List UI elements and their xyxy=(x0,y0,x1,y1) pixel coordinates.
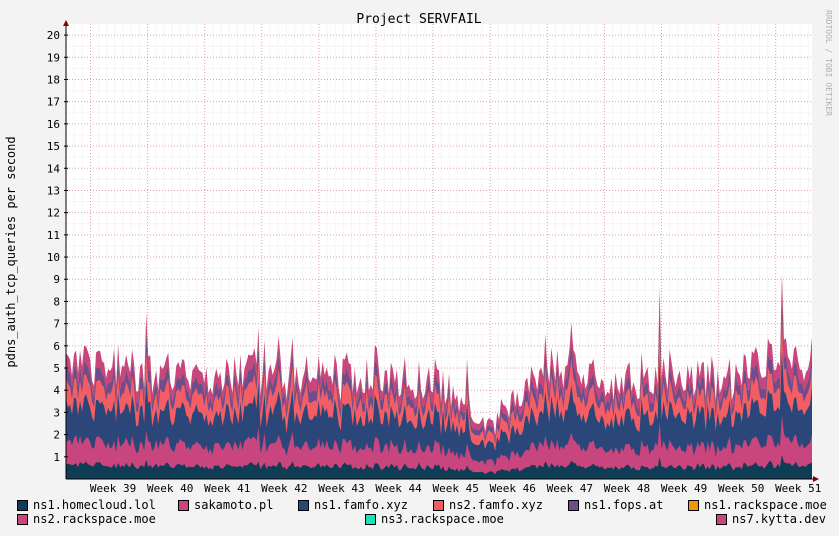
y-tick-label: 5 xyxy=(53,362,60,375)
legend-item: ns1.famfo.xyz xyxy=(298,498,408,512)
y-tick-label: 10 xyxy=(47,251,60,264)
legend-item: ns3.rackspace.moe xyxy=(365,512,504,526)
minor-grid xyxy=(65,24,812,479)
y-tick-label: 11 xyxy=(47,229,60,242)
y-tick-label: 3 xyxy=(53,406,60,419)
legend-label: sakamoto.pl xyxy=(194,498,274,512)
legend-swatch xyxy=(716,513,727,525)
x-axis-arrow xyxy=(813,476,819,482)
area-series-sakamoto-pl xyxy=(66,414,812,479)
x-tick-label: Week 41 xyxy=(204,482,250,495)
legend-item: sakamoto.pl xyxy=(178,498,273,512)
y-axis-label: pdns_auth_tcp_queries per second xyxy=(4,136,18,367)
legend-item: ns2.famfo.xyz xyxy=(433,498,543,512)
x-tick-labels: Week 39 Week 40 Week 41 Week 42 Week 43 Week … xyxy=(90,482,822,495)
y-tick-label: 14 xyxy=(47,162,61,175)
y-tick-label: 19 xyxy=(47,51,60,64)
y-tick-label: 18 xyxy=(47,73,60,86)
y-tick-label: 16 xyxy=(47,118,60,131)
legend-item: ns1.rackspace.moe xyxy=(688,498,827,512)
y-tick-label: 9 xyxy=(53,273,60,286)
legend-swatch xyxy=(365,513,376,525)
legend-swatch xyxy=(433,499,444,511)
y-tick-label: 4 xyxy=(53,384,60,397)
legend-swatch xyxy=(298,499,309,511)
watermark: RRDTOOL / TOBI OETIKER xyxy=(824,10,833,116)
legend-label: ns7.kytta.dev xyxy=(732,512,826,526)
x-tick-label: Week 51 xyxy=(775,482,821,495)
legend-label: ns1.fops.at xyxy=(584,498,664,512)
y-tick-label: 15 xyxy=(47,140,60,153)
y-tick-label: 1 xyxy=(53,451,60,464)
y-tick-label: 8 xyxy=(53,295,60,308)
x-tick-label: Week 47 xyxy=(547,482,593,495)
legend-label: ns1.rackspace.moe xyxy=(704,498,827,512)
x-tick-label: Week 46 xyxy=(490,482,536,495)
x-tick-label: Week 44 xyxy=(375,482,422,495)
y-tick-label: 20 xyxy=(47,29,60,42)
chart-title: Project SERVFAIL xyxy=(356,12,481,27)
area-series-ns1-homecloud-lol xyxy=(66,454,812,479)
x-tick-label: Week 43 xyxy=(318,482,364,495)
y-axis-arrow xyxy=(63,20,69,26)
stacked-areas xyxy=(66,273,812,479)
y-tick-label: 12 xyxy=(47,207,60,220)
y-tick-label: 2 xyxy=(53,429,60,442)
legend-swatch xyxy=(568,499,579,511)
x-tick-label: Week 49 xyxy=(661,482,707,495)
x-tick-label: Week 50 xyxy=(718,482,764,495)
legend-label: ns1.homecloud.lol xyxy=(33,498,156,512)
legend-label: ns3.rackspace.moe xyxy=(381,512,504,526)
x-tick-label: Week 39 xyxy=(90,482,136,495)
legend-label: ns1.famfo.xyz xyxy=(314,498,408,512)
y-tick-label: 17 xyxy=(47,96,60,109)
x-tick-label: Week 40 xyxy=(147,482,193,495)
x-tick-label: Week 48 xyxy=(604,482,650,495)
x-tick-label: Week 45 xyxy=(432,482,478,495)
legend: ns1.homecloud.lol sakamoto.pl ns1.famfo.xy… xyxy=(0,496,839,532)
legend-swatch xyxy=(17,513,28,525)
legend-item: ns1.fops.at xyxy=(568,498,663,512)
legend-item: ns2.rackspace.moe xyxy=(17,512,156,526)
legend-item: ns7.kytta.dev xyxy=(716,512,826,526)
legend-item: ns1.homecloud.lol xyxy=(17,498,156,512)
legend-label: ns2.famfo.xyz xyxy=(449,498,543,512)
y-tick-label: 7 xyxy=(53,318,60,331)
legend-label: ns2.rackspace.moe xyxy=(33,512,156,526)
x-tick-label: Week 42 xyxy=(261,482,307,495)
legend-swatch xyxy=(17,499,28,511)
y-tick-label: 13 xyxy=(47,184,60,197)
axes xyxy=(63,20,819,482)
legend-swatch xyxy=(178,499,189,511)
y-tick-label: 6 xyxy=(53,340,60,353)
legend-swatch xyxy=(688,499,699,511)
